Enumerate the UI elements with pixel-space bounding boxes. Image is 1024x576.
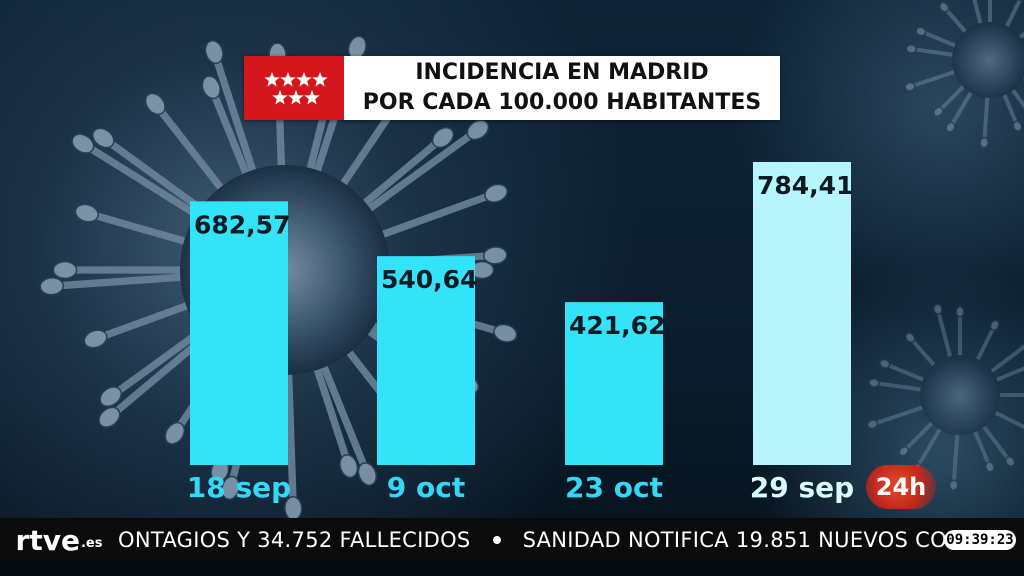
rtve-logo-suffix: .es <box>80 535 103 551</box>
ticker-text: ONTAGIOS Y 34.752 FALLECIDOS SANIDAD NOTI… <box>118 528 1024 552</box>
channel-24h-logo: 24h <box>866 465 936 509</box>
bullet-dot-icon <box>492 535 501 544</box>
category-label-2: 23 oct <box>565 471 663 504</box>
bar-value-label-1: 540,64 <box>381 265 477 294</box>
ticker-segment-1: ONTAGIOS Y 34.752 FALLECIDOS <box>118 528 471 552</box>
bar-value-label-3: 784,41 <box>757 171 853 200</box>
category-label-1: 9 oct <box>387 471 465 504</box>
rtve-logo: rtve .es <box>0 518 118 562</box>
chart-title-box: INCIDENCIA EN MADRID POR CADA 100.000 HA… <box>244 56 780 120</box>
chart-title: INCIDENCIA EN MADRID POR CADA 100.000 HA… <box>344 56 780 120</box>
flag-star-1 <box>280 72 296 87</box>
flag-star-0 <box>264 72 280 87</box>
rtve-logo-text: rtve <box>15 523 80 557</box>
bar-3 <box>753 162 851 465</box>
category-label-0: 18 sep <box>187 471 291 504</box>
star-icon <box>264 72 328 105</box>
ticker-segment-2: SANIDAD NOTIFICA 19.851 NUEVOS CONTAG <box>522 528 1006 552</box>
bottom-strip <box>0 562 1024 576</box>
flag-star-3 <box>312 72 328 87</box>
chart-title-line1: INCIDENCIA EN MADRID <box>415 60 709 85</box>
category-label-3: 29 sep <box>750 471 854 504</box>
clock: 09:39:23 <box>944 530 1016 550</box>
bar-1 <box>377 256 475 465</box>
bar-0 <box>190 201 288 466</box>
flag-star-4 <box>272 90 288 105</box>
news-ticker: rtve .es ONTAGIOS Y 34.752 FALLECIDOS SANI… <box>0 518 1024 562</box>
chart-title-line2: POR CADA 100.000 HABITANTES <box>362 90 762 115</box>
bar-value-label-2: 421,62 <box>569 311 665 340</box>
flag-star-2 <box>296 72 312 87</box>
flag-star-5 <box>288 90 304 105</box>
bar-2 <box>565 302 663 465</box>
bar-value-label-0: 682,57 <box>194 210 290 239</box>
flag-star-6 <box>304 90 320 105</box>
madrid-flag-icon <box>244 56 344 120</box>
